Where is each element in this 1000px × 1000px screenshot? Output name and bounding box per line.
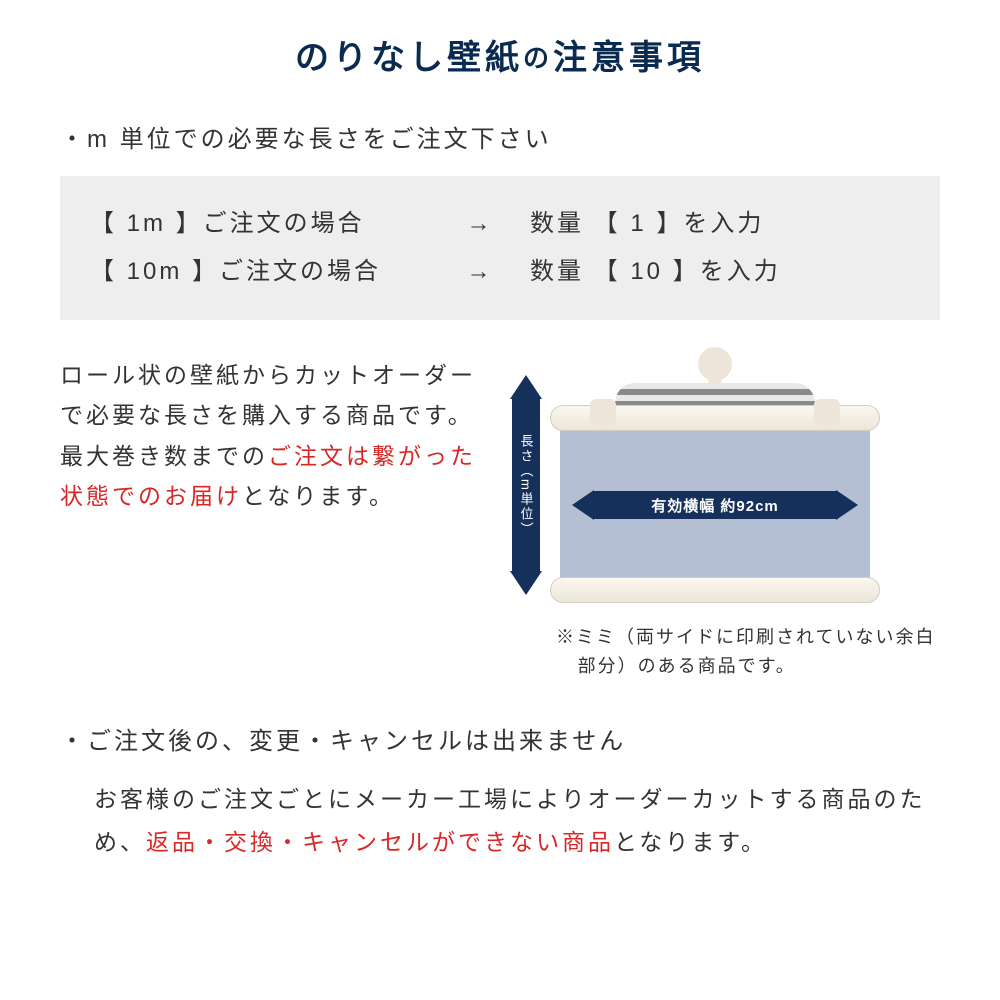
bullet-no-cancel: ・ご注文後の、変更・キャンセルは出来ません: [60, 721, 940, 756]
example-1-right: 数量 【 1 】を入力: [530, 200, 910, 248]
arrow-down-icon: [510, 571, 542, 595]
vertical-length-arrow: 長さ（m単位）: [510, 375, 542, 595]
horizontal-width-arrow: 有効横幅 約92cm: [572, 490, 857, 520]
length-label: 長さ（m単位）: [517, 434, 536, 537]
vertical-arrow-bar: 長さ（m単位）: [512, 399, 540, 571]
arrow-up-icon: [510, 375, 542, 399]
no-cancel-description: お客様のご注文ごとにメーカー工場によりオーダーカットする商品のため、返品・交換・…: [60, 778, 940, 865]
roll-diagram-wrap: 長さ（m単位） 有効横幅 約92cm: [510, 355, 940, 681]
body2-red: 返品・交換・キャンセルができない商品: [146, 829, 614, 855]
example-row-1: 【 1m 】ご注文の場合 → 数量 【 1 】を入力: [90, 200, 910, 248]
arrow-right-icon: →: [430, 200, 530, 248]
title-part2: 注意事項: [553, 39, 705, 77]
mimi-footnote: ※ミミ（両サイドに印刷されていない余白部分）のある商品です。: [556, 623, 940, 681]
wallpaper-roll-figure: 有効横幅 約92cm: [550, 355, 880, 615]
mid-section: ロール状の壁紙からカットオーダーで必要な長さを購入する商品です。最大巻き数までの…: [60, 355, 940, 681]
arrow-left-icon: [572, 490, 594, 520]
cancel-policy-section: ・ご注文後の、変更・キャンセルは出来ません お客様のご注文ごとにメーカー工場によ…: [60, 721, 940, 865]
wallpaper-paper: 有効横幅 約92cm: [560, 419, 870, 591]
example-1-left: 【 1m 】ご注文の場合: [90, 200, 430, 248]
cut-order-description: ロール状の壁紙からカットオーダーで必要な長さを購入する商品です。最大巻き数までの…: [60, 355, 490, 516]
hand-left: [590, 399, 616, 425]
hand-right: [814, 399, 840, 425]
body2-t2: となります。: [614, 829, 767, 855]
example-2-right: 数量 【 10 】を入力: [530, 248, 910, 296]
order-example-box: 【 1m 】ご注文の場合 → 数量 【 1 】を入力 【 10m 】ご注文の場合…: [60, 176, 940, 320]
roll-bottom: [550, 577, 880, 603]
person-head: [698, 347, 732, 381]
page-title: のりなし壁紙の注意事項: [60, 30, 940, 79]
width-label: 有効横幅 約92cm: [594, 491, 835, 519]
example-row-2: 【 10m 】ご注文の場合 → 数量 【 10 】を入力: [90, 248, 910, 296]
bullet-order-unit: ・m 単位での必要な長さをご注文下さい: [60, 119, 940, 154]
arrow-right-icon: [836, 490, 858, 520]
mid-text-2: となります。: [242, 483, 395, 509]
title-part1: のりなし壁紙: [295, 39, 523, 77]
title-connector: の: [523, 43, 553, 73]
roll-diagram: 長さ（m単位） 有効横幅 約92cm: [510, 355, 880, 615]
arrow-right-icon: →: [430, 248, 530, 296]
example-2-left: 【 10m 】ご注文の場合: [90, 248, 430, 296]
